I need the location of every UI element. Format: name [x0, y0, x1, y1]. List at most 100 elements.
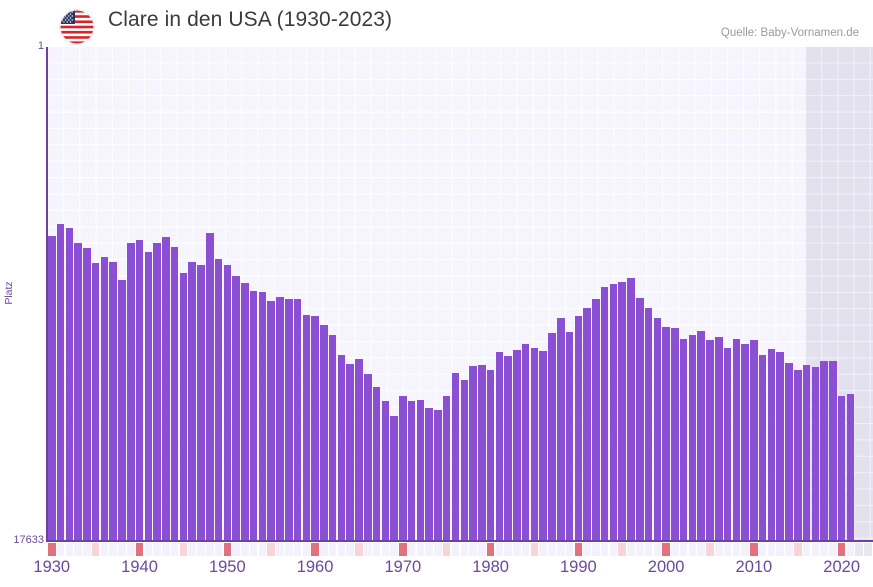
bar[interactable]: [65, 228, 74, 540]
bar[interactable]: [346, 363, 354, 540]
bar[interactable]: [565, 331, 574, 540]
bar[interactable]: [837, 396, 846, 540]
x-axis-tick: [609, 543, 618, 556]
bar[interactable]: [170, 247, 179, 540]
bar[interactable]: [802, 364, 811, 540]
bar[interactable]: [381, 400, 390, 540]
bar[interactable]: [776, 351, 784, 540]
bar[interactable]: [214, 258, 223, 540]
bar[interactable]: [767, 348, 776, 540]
x-axis-tick: [618, 543, 627, 556]
bar[interactable]: [197, 265, 205, 540]
bar[interactable]: [153, 242, 161, 540]
bar[interactable]: [109, 262, 117, 540]
bar[interactable]: [653, 318, 662, 540]
bar[interactable]: [758, 355, 767, 540]
bar[interactable]: [548, 332, 556, 540]
bar[interactable]: [328, 334, 337, 540]
bar[interactable]: [785, 362, 793, 540]
bar[interactable]: [363, 373, 372, 540]
bar[interactable]: [372, 387, 381, 540]
bar[interactable]: [241, 283, 249, 540]
bar[interactable]: [671, 327, 679, 540]
bar[interactable]: [451, 372, 460, 540]
bar[interactable]: [583, 307, 591, 540]
bar[interactable]: [126, 242, 135, 540]
bar[interactable]: [179, 273, 188, 540]
us-flag-icon: [60, 10, 94, 44]
bar[interactable]: [495, 351, 504, 540]
bar[interactable]: [530, 348, 539, 540]
bar[interactable]: [320, 325, 328, 540]
bar[interactable]: [486, 370, 495, 540]
bar[interactable]: [504, 355, 512, 540]
bar[interactable]: [557, 317, 565, 540]
bar[interactable]: [723, 347, 732, 540]
bar[interactable]: [144, 252, 153, 540]
bar[interactable]: [100, 256, 109, 540]
bar[interactable]: [688, 334, 697, 540]
bar[interactable]: [258, 291, 267, 540]
bar[interactable]: [513, 349, 521, 540]
x-axis-tick: [56, 543, 65, 556]
bar[interactable]: [232, 275, 240, 540]
bar[interactable]: [679, 339, 688, 540]
bar[interactable]: [390, 415, 398, 540]
bar[interactable]: [662, 327, 670, 540]
bar[interactable]: [311, 315, 319, 540]
bar[interactable]: [91, 263, 100, 540]
bar[interactable]: [794, 369, 802, 540]
bar[interactable]: [355, 359, 363, 540]
bar[interactable]: [846, 393, 855, 540]
bar[interactable]: [284, 298, 293, 540]
bar[interactable]: [56, 224, 65, 540]
bar[interactable]: [74, 242, 82, 540]
x-axis-tick: [794, 543, 802, 556]
bar[interactable]: [829, 361, 837, 540]
bar[interactable]: [162, 237, 170, 540]
bar[interactable]: [820, 360, 828, 540]
bar[interactable]: [592, 299, 600, 540]
bar[interactable]: [425, 407, 433, 540]
bar[interactable]: [276, 297, 284, 540]
bar[interactable]: [750, 340, 758, 540]
bar[interactable]: [715, 336, 723, 540]
bar[interactable]: [539, 351, 548, 540]
bar[interactable]: [416, 400, 425, 540]
bar[interactable]: [627, 277, 635, 540]
bar[interactable]: [460, 379, 469, 540]
bar[interactable]: [636, 298, 644, 540]
bar[interactable]: [223, 265, 232, 540]
x-axis-tick: [548, 543, 556, 556]
bar[interactable]: [811, 366, 820, 540]
bar[interactable]: [407, 400, 416, 540]
bar[interactable]: [267, 300, 275, 540]
bar[interactable]: [469, 365, 477, 540]
bar[interactable]: [399, 396, 407, 540]
bar[interactable]: [337, 355, 346, 540]
bar[interactable]: [48, 235, 56, 540]
bar[interactable]: [442, 395, 451, 540]
bar[interactable]: [574, 315, 583, 540]
bar[interactable]: [609, 283, 618, 540]
bar[interactable]: [118, 279, 126, 540]
bar[interactable]: [188, 262, 196, 540]
bar[interactable]: [83, 248, 91, 540]
bar[interactable]: [644, 307, 653, 540]
bar[interactable]: [618, 281, 627, 540]
bar[interactable]: [741, 344, 749, 540]
x-axis-tick: [583, 543, 591, 556]
bar[interactable]: [478, 365, 486, 540]
bar[interactable]: [521, 343, 530, 540]
bar[interactable]: [293, 299, 302, 540]
x-axis-tick: [653, 543, 662, 556]
bar[interactable]: [697, 330, 705, 540]
bar[interactable]: [249, 290, 258, 540]
bar[interactable]: [600, 286, 609, 540]
bar[interactable]: [135, 239, 144, 540]
bar[interactable]: [732, 338, 741, 540]
bar[interactable]: [205, 232, 214, 540]
bar[interactable]: [706, 340, 714, 540]
bar[interactable]: [302, 315, 311, 540]
bar[interactable]: [434, 409, 442, 540]
